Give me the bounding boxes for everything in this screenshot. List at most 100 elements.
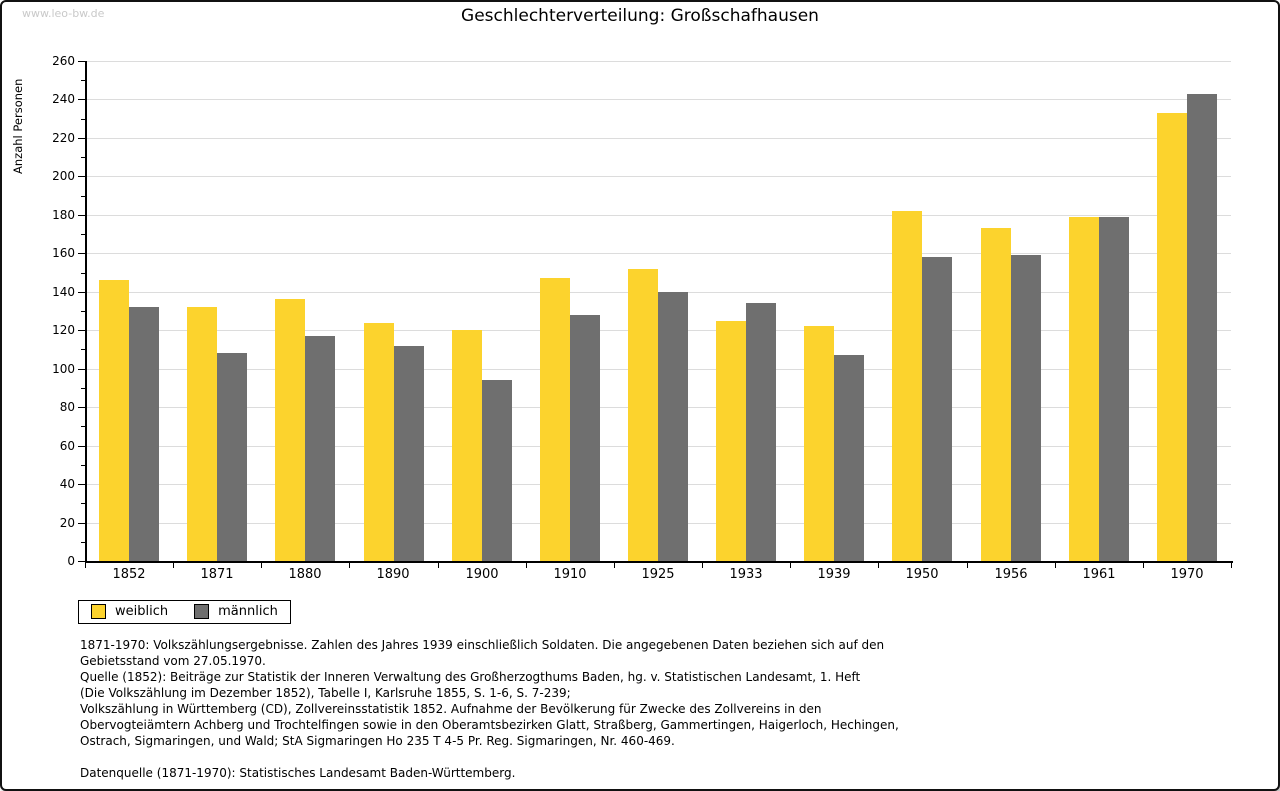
legend-item-maennlich: männlich — [194, 604, 278, 619]
x-tick — [1143, 563, 1144, 568]
x-tick — [614, 563, 615, 568]
y-tick-label-140: 140 — [52, 285, 75, 299]
bar-männlich-1852 — [129, 307, 159, 561]
bar-weiblich-1910 — [540, 278, 570, 561]
legend-swatch-maennlich — [194, 604, 210, 619]
y-tick-minor-230 — [81, 119, 85, 120]
y-axis-line — [85, 61, 87, 563]
x-tick-label-1871: 1871 — [200, 567, 234, 582]
x-tick-label-1880: 1880 — [288, 567, 322, 582]
y-tick-label-100: 100 — [52, 362, 75, 376]
chart-title: Geschlechterverteilung: Großschafhausen — [461, 6, 819, 26]
x-tick-label-1961: 1961 — [1082, 567, 1116, 582]
y-tick-minor-170 — [81, 234, 85, 235]
y-tick-minor-110 — [81, 349, 85, 350]
x-tick — [438, 563, 439, 568]
y-tick-120 — [78, 330, 85, 331]
y-tick-minor-50 — [81, 465, 85, 466]
x-tick-label-1890: 1890 — [376, 567, 410, 582]
footnote-line: Volkszählung in Württemberg (CD), Zollve… — [80, 702, 822, 716]
y-tick-label-120: 120 — [52, 323, 75, 337]
bar-weiblich-1950 — [892, 211, 922, 561]
bar-weiblich-1880 — [275, 299, 305, 561]
bar-weiblich-1890 — [364, 323, 394, 561]
x-tick — [878, 563, 879, 568]
y-tick-label-60: 60 — [59, 439, 75, 453]
bar-männlich-1961 — [1099, 217, 1129, 561]
gridline-240 — [85, 99, 1231, 100]
x-tick-label-1970: 1970 — [1170, 567, 1204, 582]
x-tick-label-1956: 1956 — [994, 567, 1028, 582]
y-tick-label-80: 80 — [59, 400, 75, 414]
x-tick — [702, 563, 703, 568]
x-axis-line — [85, 561, 1233, 563]
footnote-line: 1871-1970: Volkszählungsergebnisse. Zahl… — [80, 638, 885, 652]
x-tick — [349, 563, 350, 568]
gridline-220 — [85, 138, 1231, 139]
bar-männlich-1956 — [1011, 255, 1041, 561]
y-tick-220 — [78, 138, 85, 139]
x-tick — [790, 563, 791, 568]
y-tick-20 — [78, 523, 85, 524]
legend-label-weiblich: weiblich — [115, 604, 169, 619]
bar-männlich-1933 — [746, 303, 776, 561]
datasource-line: Datenquelle (1871-1970): Statistisches L… — [80, 766, 516, 780]
x-tick-label-1852: 1852 — [112, 567, 146, 582]
y-tick-160 — [78, 253, 85, 254]
x-tick — [967, 563, 968, 568]
y-tick-180 — [78, 215, 85, 216]
y-tick-label-40: 40 — [59, 477, 75, 491]
y-tick-minor-190 — [81, 196, 85, 197]
bar-männlich-1910 — [570, 315, 600, 561]
y-tick-140 — [78, 292, 85, 293]
y-tick-240 — [78, 99, 85, 100]
bar-männlich-1871 — [217, 353, 247, 561]
y-tick-minor-210 — [81, 157, 85, 158]
x-tick — [85, 563, 86, 568]
y-tick-60 — [78, 446, 85, 447]
y-tick-260 — [78, 61, 85, 62]
footnote-line: (Die Volkszählung im Dezember 1852), Tab… — [80, 686, 571, 700]
y-tick-200 — [78, 176, 85, 177]
y-tick-label-220: 220 — [52, 131, 75, 145]
bar-weiblich-1852 — [99, 280, 129, 561]
gridline-180 — [85, 215, 1231, 216]
x-tick — [526, 563, 527, 568]
legend: weiblich männlich — [78, 600, 291, 624]
bar-weiblich-1961 — [1069, 217, 1099, 561]
legend-item-weiblich: weiblich — [91, 604, 168, 619]
x-tick-label-1910: 1910 — [553, 567, 587, 582]
y-tick-label-160: 160 — [52, 246, 75, 260]
legend-swatch-weiblich — [91, 604, 106, 619]
bar-weiblich-1900 — [452, 330, 482, 561]
y-tick-label-260: 260 — [52, 54, 75, 68]
y-tick-0 — [78, 561, 85, 562]
y-tick-label-240: 240 — [52, 92, 75, 106]
y-tick-minor-70 — [81, 426, 85, 427]
x-tick-label-1900: 1900 — [465, 567, 499, 582]
bar-weiblich-1956 — [981, 228, 1011, 561]
gridline-200 — [85, 176, 1231, 177]
footnote-line: Quelle (1852): Beiträge zur Statistik de… — [80, 670, 861, 684]
bar-weiblich-1933 — [716, 321, 746, 561]
x-tick-label-1925: 1925 — [641, 567, 675, 582]
bar-weiblich-1939 — [804, 326, 834, 561]
y-tick-label-180: 180 — [52, 208, 75, 222]
bar-männlich-1890 — [394, 346, 424, 561]
y-tick-minor-250 — [81, 80, 85, 81]
x-tick — [1231, 563, 1232, 568]
x-tick — [261, 563, 262, 568]
y-tick-100 — [78, 369, 85, 370]
bar-weiblich-1970 — [1157, 113, 1187, 561]
bar-weiblich-1871 — [187, 307, 217, 561]
y-tick-minor-150 — [81, 273, 85, 274]
x-tick — [1055, 563, 1056, 568]
watermark: www.leo-bw.de — [22, 7, 105, 20]
footnote-line: Obervogteiämtern Achberg und Trochtelfin… — [80, 718, 899, 732]
footnote-line: Ostrach, Sigmaringen, und Wald; StA Sigm… — [80, 734, 675, 748]
bar-männlich-1925 — [658, 292, 688, 561]
footnote-line: Gebietsstand vom 27.05.1970. — [80, 654, 266, 668]
bar-weiblich-1925 — [628, 269, 658, 561]
legend-label-maennlich: männlich — [218, 604, 278, 619]
bar-männlich-1939 — [834, 355, 864, 561]
